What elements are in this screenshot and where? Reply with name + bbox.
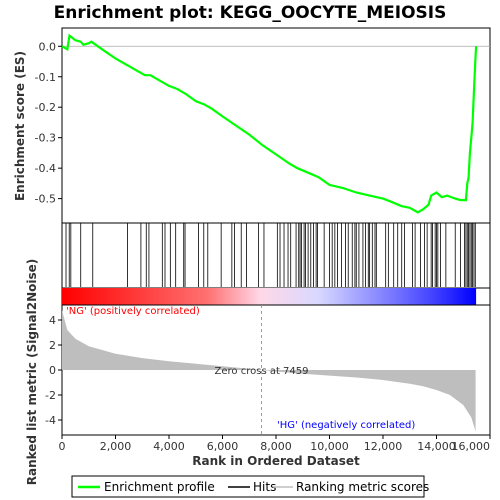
x-tick-label: 14,000 <box>417 440 456 453</box>
es-y-tick-label: -0.5 <box>35 193 56 206</box>
legend-label-enrichment-profile: Enrichment profile <box>104 480 215 494</box>
x-tick-label: 8,000 <box>260 440 292 453</box>
x-tick-label: 6,000 <box>207 440 239 453</box>
ranking-heatbar-gradient <box>62 288 477 305</box>
es-y-tick-label: 0.0 <box>39 40 57 53</box>
ranked-y-axis-label: Ranked list metric (Signal2Noise) <box>25 259 39 486</box>
x-tick-label: 16,000 <box>452 440 491 453</box>
x-tick-label: 0 <box>59 440 66 453</box>
es-y-tick-label: -0.3 <box>35 132 56 145</box>
es-y-tick-label: -0.4 <box>35 162 56 175</box>
es-y-tick-label: -0.2 <box>35 101 56 114</box>
ranked-y-ticks: 4 2 0 -2 -4 <box>45 314 62 427</box>
positive-correlation-label: 'NG' (positively correlated) <box>66 306 200 317</box>
hits-panel-frame <box>61 222 491 289</box>
es-y-axis-label: Enrichment score (ES) <box>13 51 27 201</box>
ranked-y-tick-label: 0 <box>49 364 56 377</box>
x-ticks: 0 2,000 4,000 6,000 8,000 10,000 12,000 14,0001… <box>59 435 491 453</box>
enrichment-profile-line <box>61 33 478 214</box>
legend-label-hits: Hits <box>253 480 276 494</box>
hits-panel <box>61 222 491 289</box>
es-panel: 0.0 -0.1 -0.2 -0.3 -0.4 -0.5 Enrichment score… <box>13 27 491 224</box>
ranked-metric-panel: 4 2 0 -2 -4 Zero cross at 7459 'NG' (positiv… <box>25 259 491 486</box>
legend-label-ranking-metric: Ranking metric scores <box>296 480 429 494</box>
es-y-ticks: 0.0 -0.1 -0.2 -0.3 -0.4 -0.5 <box>35 40 62 206</box>
negative-correlation-label: 'HG' (negatively correlated) <box>277 420 415 431</box>
x-tick-label: 2,000 <box>100 440 132 453</box>
hit-markers <box>65 223 476 287</box>
x-axis-label: Rank in Ordered Dataset <box>192 454 360 468</box>
ranked-y-tick-label: 4 <box>49 314 56 327</box>
es-y-tick-label: -0.1 <box>35 71 56 84</box>
legend: Enrichment profile Hits Ranking metric s… <box>71 475 429 498</box>
ranking-metric-area <box>62 310 476 432</box>
zero-cross-label: Zero cross at 7459 <box>215 366 309 377</box>
ranked-y-tick-label: -2 <box>45 389 56 402</box>
x-tick-label: 10,000 <box>310 440 349 453</box>
ranking-heatbar <box>61 287 491 306</box>
chart-title: Enrichment plot: KEGG_OOCYTE_MEIOSIS <box>54 3 447 23</box>
x-tick-label: 4,000 <box>153 440 185 453</box>
ranked-y-tick-label: 2 <box>49 339 56 352</box>
x-tick-label: 12,000 <box>364 440 403 453</box>
es-panel-frame <box>61 27 491 224</box>
ranked-y-tick-label: -4 <box>45 414 56 427</box>
